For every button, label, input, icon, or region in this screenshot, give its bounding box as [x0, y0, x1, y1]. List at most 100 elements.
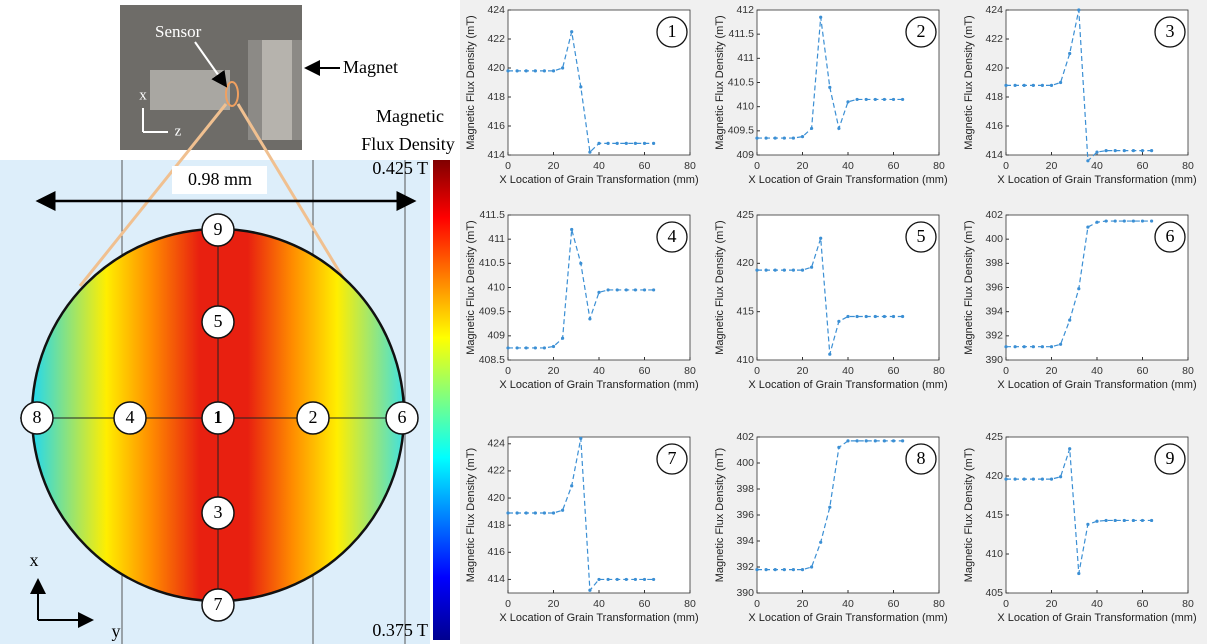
data-point: [551, 69, 556, 73]
data-point: [901, 97, 905, 102]
annotation-circle: [1154, 443, 1186, 475]
point-label: 1: [214, 407, 223, 427]
data-point: [782, 568, 786, 572]
y-axis-label: Magnetic Flux Density (mT): [714, 220, 726, 354]
x-tick-label: 20: [548, 160, 560, 172]
data-point: [891, 439, 896, 443]
y-tick-label: 409: [736, 149, 754, 161]
data-point: [901, 314, 905, 319]
x-tick-label: 80: [684, 598, 696, 610]
data-point: [1013, 345, 1017, 349]
y-tick-label: 410.5: [479, 257, 505, 269]
y-axis-label: Magnetic Flux Density (mT): [714, 15, 726, 149]
point-label: 3: [214, 502, 223, 522]
y-tick-label: 425: [736, 209, 754, 221]
data-point: [1013, 477, 1017, 481]
data-point: [524, 511, 528, 515]
y-tick-label: 418: [487, 519, 505, 531]
y-tick-label: 418: [985, 91, 1003, 103]
zoom-line: [236, 103, 350, 287]
x-tick-label: 0: [754, 598, 760, 610]
data-point: [864, 97, 868, 102]
data-point: [515, 346, 519, 350]
data-point: [652, 577, 656, 582]
y-tick-label: 392: [736, 561, 754, 573]
data-point: [1049, 477, 1054, 481]
y-tick-label: 424: [487, 438, 505, 450]
y-tick-label: 415: [736, 305, 754, 317]
data-point: [597, 290, 601, 294]
data-point: [515, 69, 519, 73]
x-tick-label: 0: [1003, 160, 1009, 172]
data-point: [828, 352, 832, 356]
x-tick-label: 60: [888, 365, 900, 377]
x-tick-label: 60: [639, 598, 651, 610]
data-point: [624, 577, 628, 582]
data-point: [524, 346, 528, 350]
data-point: [882, 97, 887, 102]
data-point: [506, 69, 510, 73]
data-point: [1031, 345, 1035, 349]
x-axis-label: X Location of Grain Transformation (mm): [997, 174, 1196, 186]
photo-z: z: [175, 123, 182, 139]
y-tick-label: 390: [736, 587, 754, 599]
x-tick-label: 0: [754, 365, 760, 377]
data-point: [755, 568, 759, 572]
y-tick-label: 390: [985, 354, 1003, 366]
data-point: [1022, 345, 1026, 349]
data-point: [1086, 225, 1090, 229]
annotation-circle: [1154, 221, 1186, 253]
x-tick-label: 60: [888, 598, 900, 610]
data-point: [764, 268, 768, 272]
annotation: 5: [917, 226, 926, 246]
annotation: 7: [668, 448, 677, 468]
data-point: [606, 141, 610, 145]
x-axis-label: X Location of Grain Transformation (mm): [499, 174, 698, 186]
data-point: [579, 261, 583, 265]
x-tick-label: 20: [1046, 365, 1058, 377]
colorbar-title: Flux Density: [361, 134, 455, 154]
y-tick-label: 410: [487, 281, 505, 293]
data-point: [1140, 149, 1145, 153]
data-point: [515, 511, 519, 515]
x-axis-label: X Location of Grain Transformation (mm): [997, 612, 1196, 624]
data-point: [791, 568, 796, 572]
data-point: [579, 436, 583, 440]
x-tick-label: 40: [842, 365, 854, 377]
data-point: [633, 577, 638, 582]
annotation: 2: [917, 21, 926, 41]
x-tick-label: 60: [1137, 160, 1149, 172]
data-point: [1077, 571, 1081, 576]
data-point: [1031, 477, 1035, 481]
x-tick-label: 20: [548, 365, 560, 377]
y-axis-label: Magnetic Flux Density (mT): [714, 448, 726, 582]
point-marker: [201, 588, 235, 622]
y-tick-label: 411: [488, 233, 505, 245]
y-tick-label: 409.5: [479, 305, 505, 317]
y-tick-label: 424: [487, 4, 505, 16]
data-point: [810, 265, 814, 269]
data-point: [579, 85, 583, 89]
x-axis-label: X Location of Grain Transformation (mm): [748, 379, 947, 391]
data-point: [1104, 219, 1108, 223]
point-label: 6: [398, 407, 407, 427]
data-point: [755, 268, 759, 272]
data-point: [1022, 83, 1026, 87]
data-point: [652, 288, 656, 292]
point-label: 9: [214, 219, 223, 239]
data-point: [606, 288, 610, 292]
data-point: [846, 439, 850, 443]
y-tick-label: 400: [985, 233, 1003, 245]
x-tick-label: 0: [754, 160, 760, 172]
colorbar-title: Magnetic: [376, 106, 444, 126]
y-tick-label: 414: [985, 149, 1003, 161]
data-point: [570, 227, 574, 232]
x-tick-label: 0: [1003, 598, 1009, 610]
x-tick-label: 0: [1003, 365, 1009, 377]
data-point: [819, 540, 823, 544]
data-point: [642, 141, 647, 145]
data-point: [782, 136, 786, 140]
point-marker: [201, 213, 235, 247]
y-tick-label: 411: [737, 52, 754, 64]
